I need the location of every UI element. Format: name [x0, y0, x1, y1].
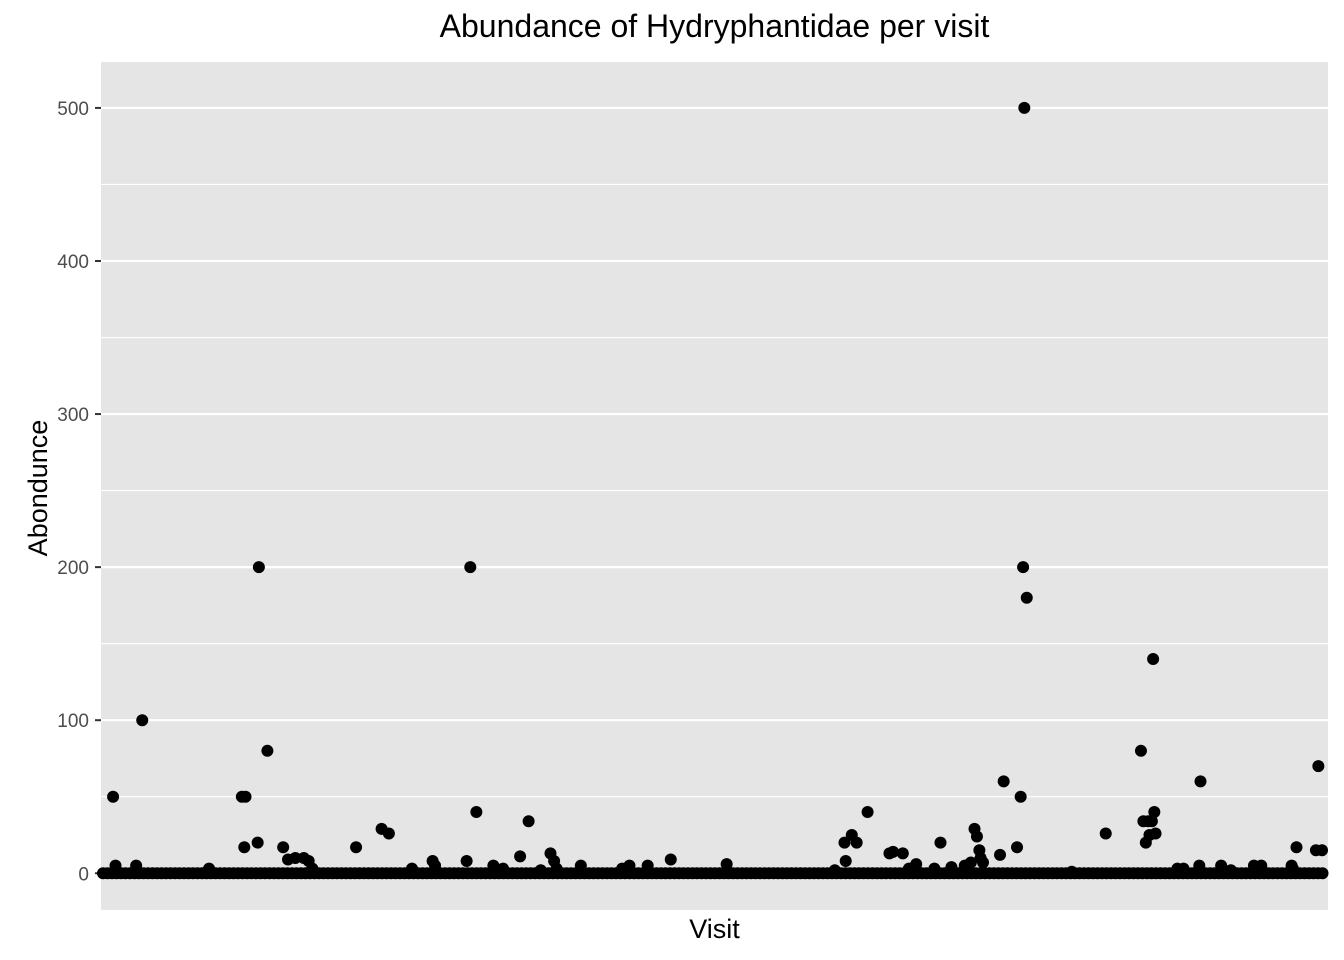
data-point: [487, 859, 500, 872]
chart-title: Abundance of Hydryphantidae per visit: [439, 8, 990, 44]
data-point: [574, 859, 587, 872]
data-point: [1193, 859, 1206, 872]
data-point: [109, 859, 122, 872]
data-point: [1145, 815, 1158, 828]
data-point: [1255, 859, 1268, 872]
data-point: [977, 856, 990, 869]
data-point: [994, 848, 1007, 861]
data-point: [239, 790, 252, 803]
data-point: [896, 847, 909, 860]
data-points: [107, 101, 1328, 878]
data-point: [850, 836, 863, 849]
y-tick-label: 300: [57, 405, 89, 426]
data-point: [1312, 760, 1325, 773]
data-point: [252, 561, 265, 574]
data-point: [277, 841, 290, 854]
data-point: [664, 853, 677, 866]
data-point: [497, 862, 510, 875]
data-point: [1014, 790, 1027, 803]
data-point: [1149, 827, 1162, 840]
data-point: [1224, 864, 1237, 877]
data-point: [861, 806, 874, 819]
y-tick-label: 500: [57, 99, 89, 120]
data-point: [1065, 865, 1078, 878]
data-point: [934, 836, 947, 849]
data-point: [382, 827, 395, 840]
x-axis-label: Visit: [689, 914, 740, 944]
data-point: [136, 714, 149, 727]
data-point: [107, 790, 120, 803]
data-point: [1177, 862, 1190, 875]
data-point: [514, 850, 527, 863]
data-point: [203, 862, 216, 875]
data-point: [928, 862, 941, 875]
data-point: [550, 862, 563, 875]
data-point: [238, 841, 251, 854]
y-tick-label: 0: [78, 864, 89, 885]
data-point: [534, 864, 547, 877]
y-axis-label: Abondunce: [23, 419, 53, 557]
data-point: [350, 841, 363, 854]
data-point-zero: [1316, 867, 1329, 880]
data-point: [1018, 101, 1031, 114]
data-point: [470, 806, 483, 819]
data-point: [405, 862, 418, 875]
data-point: [623, 859, 636, 872]
y-axis-ticks: 0 100 200 300 400 500: [57, 99, 101, 885]
data-point: [306, 862, 319, 875]
y-tick-label: 200: [57, 558, 89, 579]
data-point: [910, 858, 923, 871]
data-point: [1020, 591, 1033, 604]
data-point: [1316, 844, 1328, 857]
data-point: [289, 851, 302, 864]
data-point: [720, 858, 733, 871]
y-tick-label: 100: [57, 711, 89, 732]
data-point: [839, 855, 852, 868]
data-point: [429, 859, 442, 872]
data-point: [1215, 859, 1228, 872]
data-point: [1286, 862, 1299, 875]
data-point: [251, 836, 264, 849]
data-point: [522, 815, 535, 828]
data-point: [1011, 841, 1024, 854]
data-point: [1194, 775, 1207, 788]
data-point: [464, 561, 477, 574]
data-point: [945, 861, 958, 874]
data-point: [997, 775, 1010, 788]
data-point: [1017, 561, 1030, 574]
data-point: [1099, 827, 1112, 840]
plot-panel: [101, 62, 1328, 910]
data-point: [970, 830, 983, 843]
data-point: [887, 845, 900, 858]
data-point: [1134, 744, 1147, 757]
data-point: [1147, 652, 1160, 665]
data-point: [1148, 806, 1161, 819]
zero-points-row: [97, 867, 1329, 880]
data-point: [838, 836, 851, 849]
data-point: [828, 864, 841, 877]
grid-minor: [101, 183, 1328, 798]
data-point: [1290, 841, 1303, 854]
data-point: [261, 744, 274, 757]
data-point: [641, 859, 654, 872]
data-point: [130, 859, 143, 872]
data-point: [964, 856, 977, 869]
y-tick-label: 400: [57, 252, 89, 273]
data-point: [460, 855, 473, 868]
